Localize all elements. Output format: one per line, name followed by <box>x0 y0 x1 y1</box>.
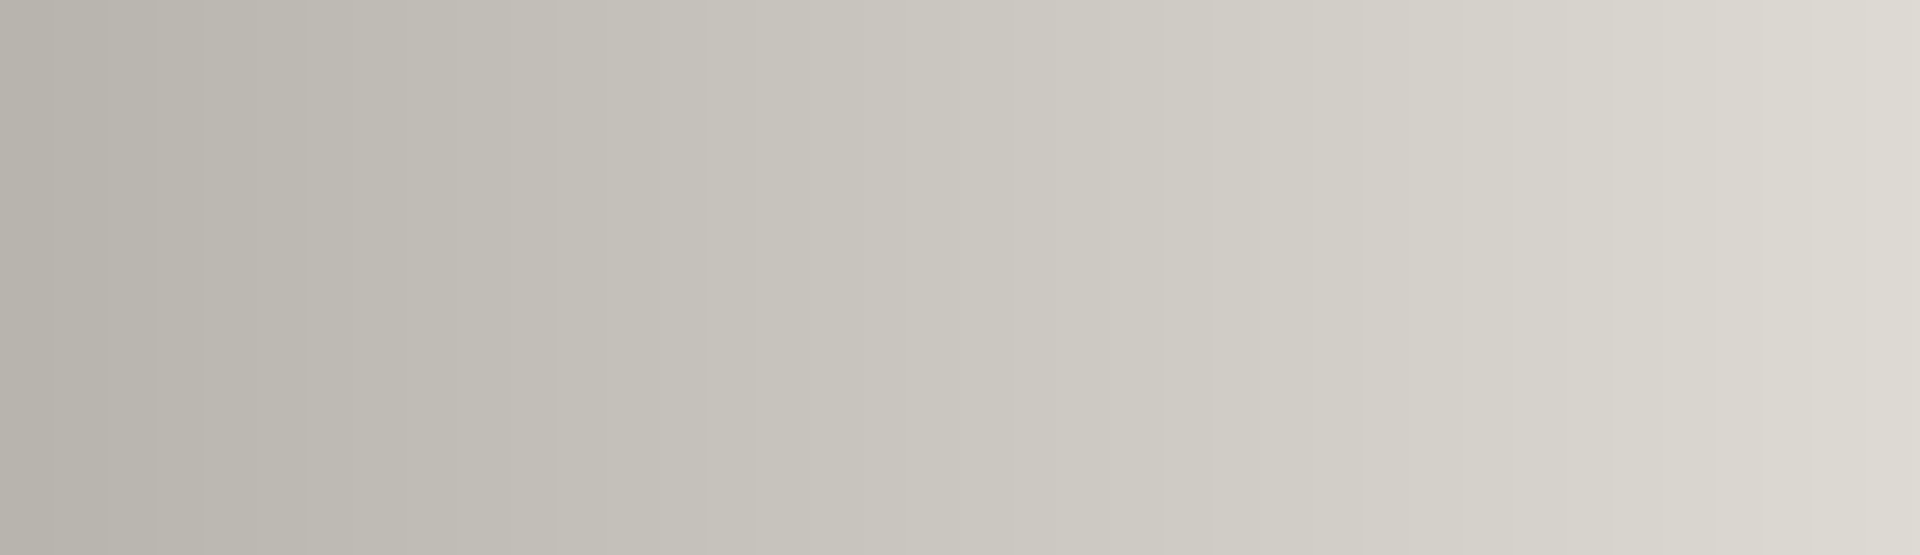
Text: [2]: [2] <box>1872 283 1905 303</box>
Text: 1.: 1. <box>35 100 61 124</box>
Text: Normality and molarity are the terminologies of volumetric analysis used to expr: Normality and molarity are the terminolo… <box>372 100 1534 124</box>
Text: ii. Deduce the normality equation S₁V₁ = S₂V₂.: ii. Deduce the normality equation S₁V₁ =… <box>86 283 716 307</box>
Text: [1]: [1] <box>1872 339 1905 359</box>
Text: the concentration of solution.: the concentration of solution. <box>86 172 493 196</box>
Text: iii. Why is this equation not always used to calculate molarity?: iii. Why is this equation not always use… <box>86 339 943 362</box>
Text: [2]: [2] <box>1872 545 1905 555</box>
Text: diluted it up to 1 litre by adding water. Then, he gave you a blue and a red lit: diluted it up to 1 litre by adding water… <box>86 450 1296 473</box>
Text: 2080 Set G/H Q.No. 20: 2080 Set G/H Q.No. 20 <box>77 100 382 124</box>
Text: [1]: [1] <box>1872 228 1905 248</box>
Text: b. Calculate the normality of the dilute solution.: b. Calculate the normality of the dilute… <box>86 545 747 555</box>
Text: iv. Your chemistry teacher added 4 g of sodium hydroxide in a bottle containing : iv. Your chemistry teacher added 4 g of … <box>86 400 1528 423</box>
Text: [2]: [2] <box>1872 497 1905 517</box>
Text: ew Course: ew Course <box>15 25 161 49</box>
Text: i. Distinguish between molarity and normality.: i. Distinguish between molarity and norm… <box>86 228 722 251</box>
Text: a. Which litmus paper would you used to test the solution and why?: a. Which litmus paper would you used to … <box>86 497 1018 521</box>
